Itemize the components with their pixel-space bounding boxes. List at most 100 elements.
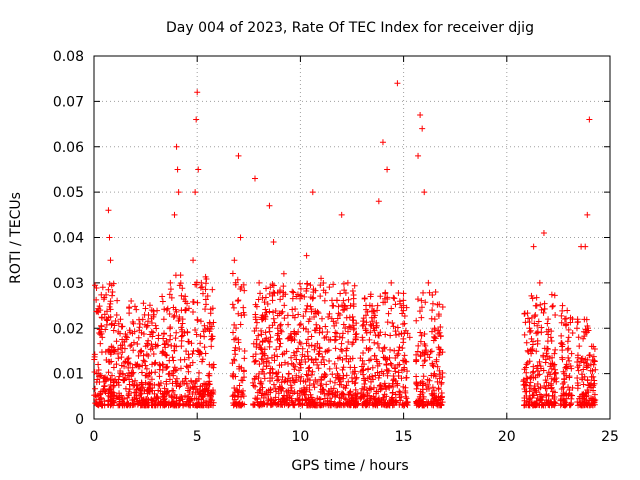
data-point [101,311,108,318]
data-point [148,376,155,383]
data-point [172,272,179,279]
data-point [102,348,109,355]
data-point [165,341,172,348]
data-point [569,330,576,337]
data-point [106,359,113,366]
data-point [260,394,267,401]
data-point [304,280,311,287]
data-point [564,338,571,345]
data-point [170,304,177,311]
data-point [422,357,429,364]
data-point [192,189,199,196]
data-point [240,281,247,288]
data-point [96,398,103,405]
data-point [362,312,369,319]
data-point [200,402,207,409]
data-point [182,306,189,313]
data-point [529,369,536,376]
data-point [339,391,346,398]
data-point [537,301,544,308]
data-point [177,365,184,372]
data-point [579,398,586,405]
data-point [574,352,581,359]
data-point [551,292,558,299]
data-point [111,347,118,354]
data-point [199,382,206,389]
data-point [332,345,339,352]
data-point [171,347,178,354]
data-point [368,378,375,385]
data-point [270,315,277,322]
data-point [337,290,344,297]
data-point [552,369,559,376]
data-point [261,375,268,382]
x-axis-label: GPS time / hours [291,458,408,474]
data-point [157,379,164,386]
data-point [117,330,124,337]
chart-title: Day 004 of 2023, Rate Of TEC Index for r… [166,20,534,36]
data-point [138,369,145,376]
data-point [366,302,373,309]
data-point [106,234,113,241]
data-point [135,334,142,341]
data-point [279,373,286,380]
data-point [179,285,186,292]
data-point [584,376,591,383]
data-point [230,356,237,363]
data-point [119,396,126,403]
data-point [180,402,187,409]
data-point [583,316,590,323]
data-point [352,379,359,386]
data-point [529,392,536,399]
data-point [545,331,552,338]
data-point [141,358,148,365]
data-point [318,275,325,282]
data-point [359,334,366,341]
x-tick-label: 10 [291,429,309,445]
data-point [178,307,185,314]
data-point [397,389,404,396]
data-point [559,347,566,354]
data-point [273,346,280,353]
data-point [533,348,540,355]
data-point [393,332,400,339]
data-point [438,381,445,388]
data-point [583,399,590,406]
data-point [338,211,345,218]
data-point [118,392,125,399]
x-tick-label: 5 [193,429,202,445]
data-point [288,395,295,402]
data-point [421,330,428,337]
data-point [381,380,388,387]
data-point [415,342,422,349]
data-point [305,318,312,325]
data-point [540,309,547,316]
data-point [177,356,184,363]
data-point [314,361,321,368]
data-point [145,337,152,344]
data-point [352,390,359,397]
data-point [527,379,534,386]
data-point [543,392,550,399]
data-point [353,320,360,327]
data-point [160,349,167,356]
data-point [296,339,303,346]
data-point [193,377,200,384]
data-point [426,354,433,361]
data-point [332,336,339,343]
data-point [353,330,360,337]
data-point [159,350,166,357]
data-point [95,366,102,373]
data-point [414,348,421,355]
data-point [230,329,237,336]
data-point [256,361,263,368]
data-point [394,352,401,359]
data-point [564,307,571,314]
data-point [521,310,528,317]
data-point [369,364,376,371]
data-point [401,352,408,359]
data-point [373,319,380,326]
data-point [333,330,340,337]
data-point [316,350,323,357]
data-point [331,360,338,367]
